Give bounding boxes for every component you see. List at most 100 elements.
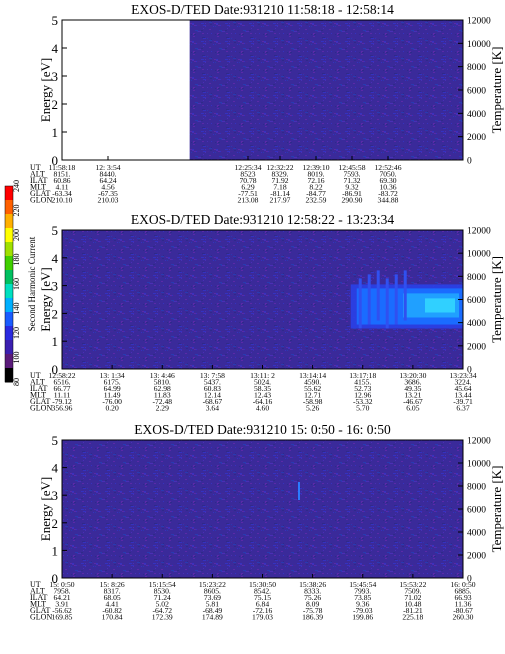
y2-tick-label: 8000 <box>467 63 486 73</box>
y-tick-label: 5 <box>52 433 59 448</box>
orbit-table-cell: 60.83 <box>204 384 221 393</box>
orbit-table-cell: 169.85 <box>52 613 73 622</box>
orbit-table-cell: 4155. <box>354 378 371 387</box>
orbit-row-label: GLON <box>30 196 52 205</box>
orbit-table-cell: 8151. <box>53 170 70 179</box>
orbit-table-cell: 13: 7:58 <box>200 371 225 380</box>
y-axis-label: Energy [eV] <box>38 477 53 541</box>
y-tick-label: 2 <box>52 516 59 531</box>
orbit-table-cell: -79.03 <box>353 606 373 615</box>
orbit-table-cell: 8605. <box>204 587 221 596</box>
y-tick-label: 1 <box>52 543 59 558</box>
orbit-table-cell: 225.18 <box>402 613 423 622</box>
orbit-table-cell: 3.91 <box>55 600 68 609</box>
orbit-table-cell: 7509. <box>404 587 421 596</box>
orbit-table-cell: -81.14 <box>270 189 290 198</box>
orbit-table-cell: 12:58:22 <box>48 371 75 380</box>
orbit-table-cell: 7.18 <box>273 183 286 192</box>
orbit-table-cell: -53.32 <box>353 397 373 406</box>
orbit-table-cell: 7993. <box>354 587 371 596</box>
orbit-table-cell: 8.22 <box>309 183 322 192</box>
spike-mark <box>298 482 300 500</box>
orbit-table-cell: 12:45:58 <box>338 163 365 172</box>
orbit-table-cell: 170.84 <box>102 613 123 622</box>
colorbar-segment <box>5 340 13 355</box>
y-tick-label: 4 <box>52 461 59 476</box>
orbit-table-cell: 15:45:54 <box>349 580 376 589</box>
orbit-table-cell: -76.00 <box>102 397 122 406</box>
orbit-table-cell: 13: 1:34 <box>100 371 125 380</box>
colorbar-tick-label: 220 <box>12 205 21 217</box>
orbit-table-cell: 10.48 <box>404 600 421 609</box>
y2-tick-label: 8000 <box>467 483 486 493</box>
orbit-table-cell: 15: 8:26 <box>100 580 125 589</box>
enhancement-streak <box>385 278 389 329</box>
orbit-table-cell: 15: 0:50 <box>49 580 74 589</box>
orbit-table-cell: 8530. <box>154 587 171 596</box>
colorbar-segment <box>5 326 13 341</box>
orbit-table-cell: 356.96 <box>52 404 73 413</box>
y2-tick-label: 4000 <box>467 319 486 329</box>
enhancement-streak <box>403 270 407 321</box>
orbit-table-cell: -80.67 <box>453 606 473 615</box>
colorbar-segment <box>5 270 13 285</box>
orbit-table-cell: 260.30 <box>453 613 474 622</box>
orbit-table-cell: 55.62 <box>304 384 321 393</box>
y2-tick-label: 10000 <box>467 40 491 50</box>
y2-tick-label: 0 <box>467 366 472 376</box>
spectrogram-panel-2: EXOS-D/TED Date:931210 12:58:22 - 13:23:… <box>30 212 504 413</box>
orbit-table-cell: 13:23:34 <box>449 371 476 380</box>
y-tick-label: 5 <box>52 13 59 28</box>
orbit-table-cell: 5.26 <box>306 404 319 413</box>
orbit-table-cell: 7593. <box>343 170 360 179</box>
orbit-table-cell: 13:11: 2 <box>250 371 275 380</box>
enhancement-streak <box>394 274 398 325</box>
orbit-row-label: GLAT <box>30 397 51 406</box>
orbit-row-label: UT <box>30 580 41 589</box>
y2-tick-label: 4000 <box>467 110 486 120</box>
orbit-table-cell: -72.48 <box>152 397 172 406</box>
orbit-table-cell: 64.21 <box>53 593 70 602</box>
y-tick-label: 3 <box>52 279 59 294</box>
colorbar-tick-label: 100 <box>12 352 21 364</box>
y-axis-label: Energy [eV] <box>38 58 53 122</box>
orbit-table-cell: 69.30 <box>379 176 396 185</box>
orbit-table-cell: 217.97 <box>270 196 291 205</box>
orbit-table-cell: 11.83 <box>154 391 171 400</box>
orbit-table-cell: -63.34 <box>52 189 72 198</box>
orbit-table-cell: 72.16 <box>307 176 324 185</box>
orbit-table-cell: 9.36 <box>356 600 369 609</box>
orbit-table-cell: 13.21 <box>404 391 421 400</box>
orbit-table-cell: 71.32 <box>343 176 360 185</box>
orbit-table-cell: 12.14 <box>204 391 221 400</box>
colorbar-tick-label: 80 <box>12 378 21 386</box>
orbit-table-cell: -68.49 <box>203 606 223 615</box>
orbit-table-cell: 13:14:14 <box>299 371 326 380</box>
orbit-table-cell: -64.16 <box>253 397 273 406</box>
y2-tick-label: 0 <box>467 157 472 167</box>
y2-tick-label: 6000 <box>467 296 486 306</box>
orbit-table-cell: -39.71 <box>453 397 473 406</box>
orbit-table-cell: 66.93 <box>454 593 471 602</box>
orbit-table-cell: 6516. <box>53 378 70 387</box>
orbit-table-cell: 6.05 <box>406 404 419 413</box>
orbit-table-cell: -58.98 <box>303 397 323 406</box>
orbit-table-cell: 8317. <box>104 587 121 596</box>
orbit-row-label: MLT <box>30 391 46 400</box>
orbit-table-cell: 344.88 <box>378 196 399 205</box>
orbit-table-cell: -79.12 <box>52 397 72 406</box>
orbit-table-cell: 4.11 <box>55 183 68 192</box>
orbit-table-cell: 11.11 <box>54 391 71 400</box>
orbit-table-cell: -64.72 <box>152 606 172 615</box>
colorbar-frame <box>4 185 14 383</box>
y-tick-label: 0 <box>52 153 59 168</box>
enhancement-streak <box>358 278 362 329</box>
orbit-table-cell: 6.37 <box>456 404 469 413</box>
colorbar-tick-label: 140 <box>12 303 21 315</box>
orbit-table-cell: -46.67 <box>403 397 423 406</box>
colorbar-segment <box>5 186 13 201</box>
colorbar-segment <box>5 312 13 327</box>
orbit-table-cell: 6175. <box>104 378 121 387</box>
orbit-table-cell: 8542. <box>254 587 271 596</box>
